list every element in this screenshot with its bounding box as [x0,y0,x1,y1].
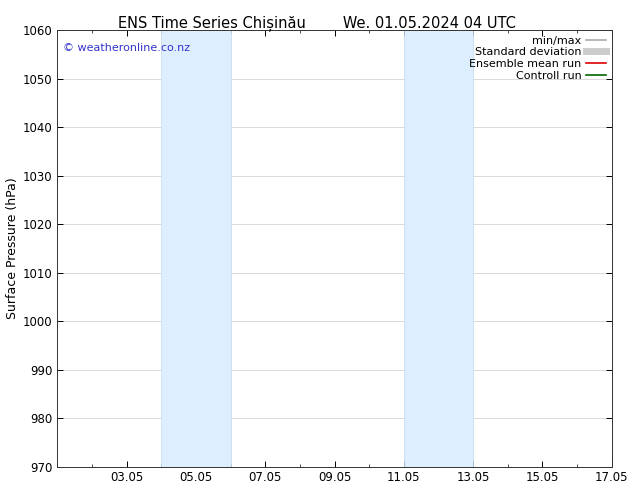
Text: ENS Time Series Chișinău        We. 01.05.2024 04 UTC: ENS Time Series Chișinău We. 01.05.2024 … [118,15,516,30]
Text: © weatheronline.co.nz: © weatheronline.co.nz [63,43,190,53]
Bar [404,30,473,466]
Legend: min/max, Standard deviation, Ensemble mean run, Controll run: min/max, Standard deviation, Ensemble me… [469,36,606,81]
Bar [161,30,231,466]
Y-axis label: Surface Pressure (hPa): Surface Pressure (hPa) [6,177,18,319]
